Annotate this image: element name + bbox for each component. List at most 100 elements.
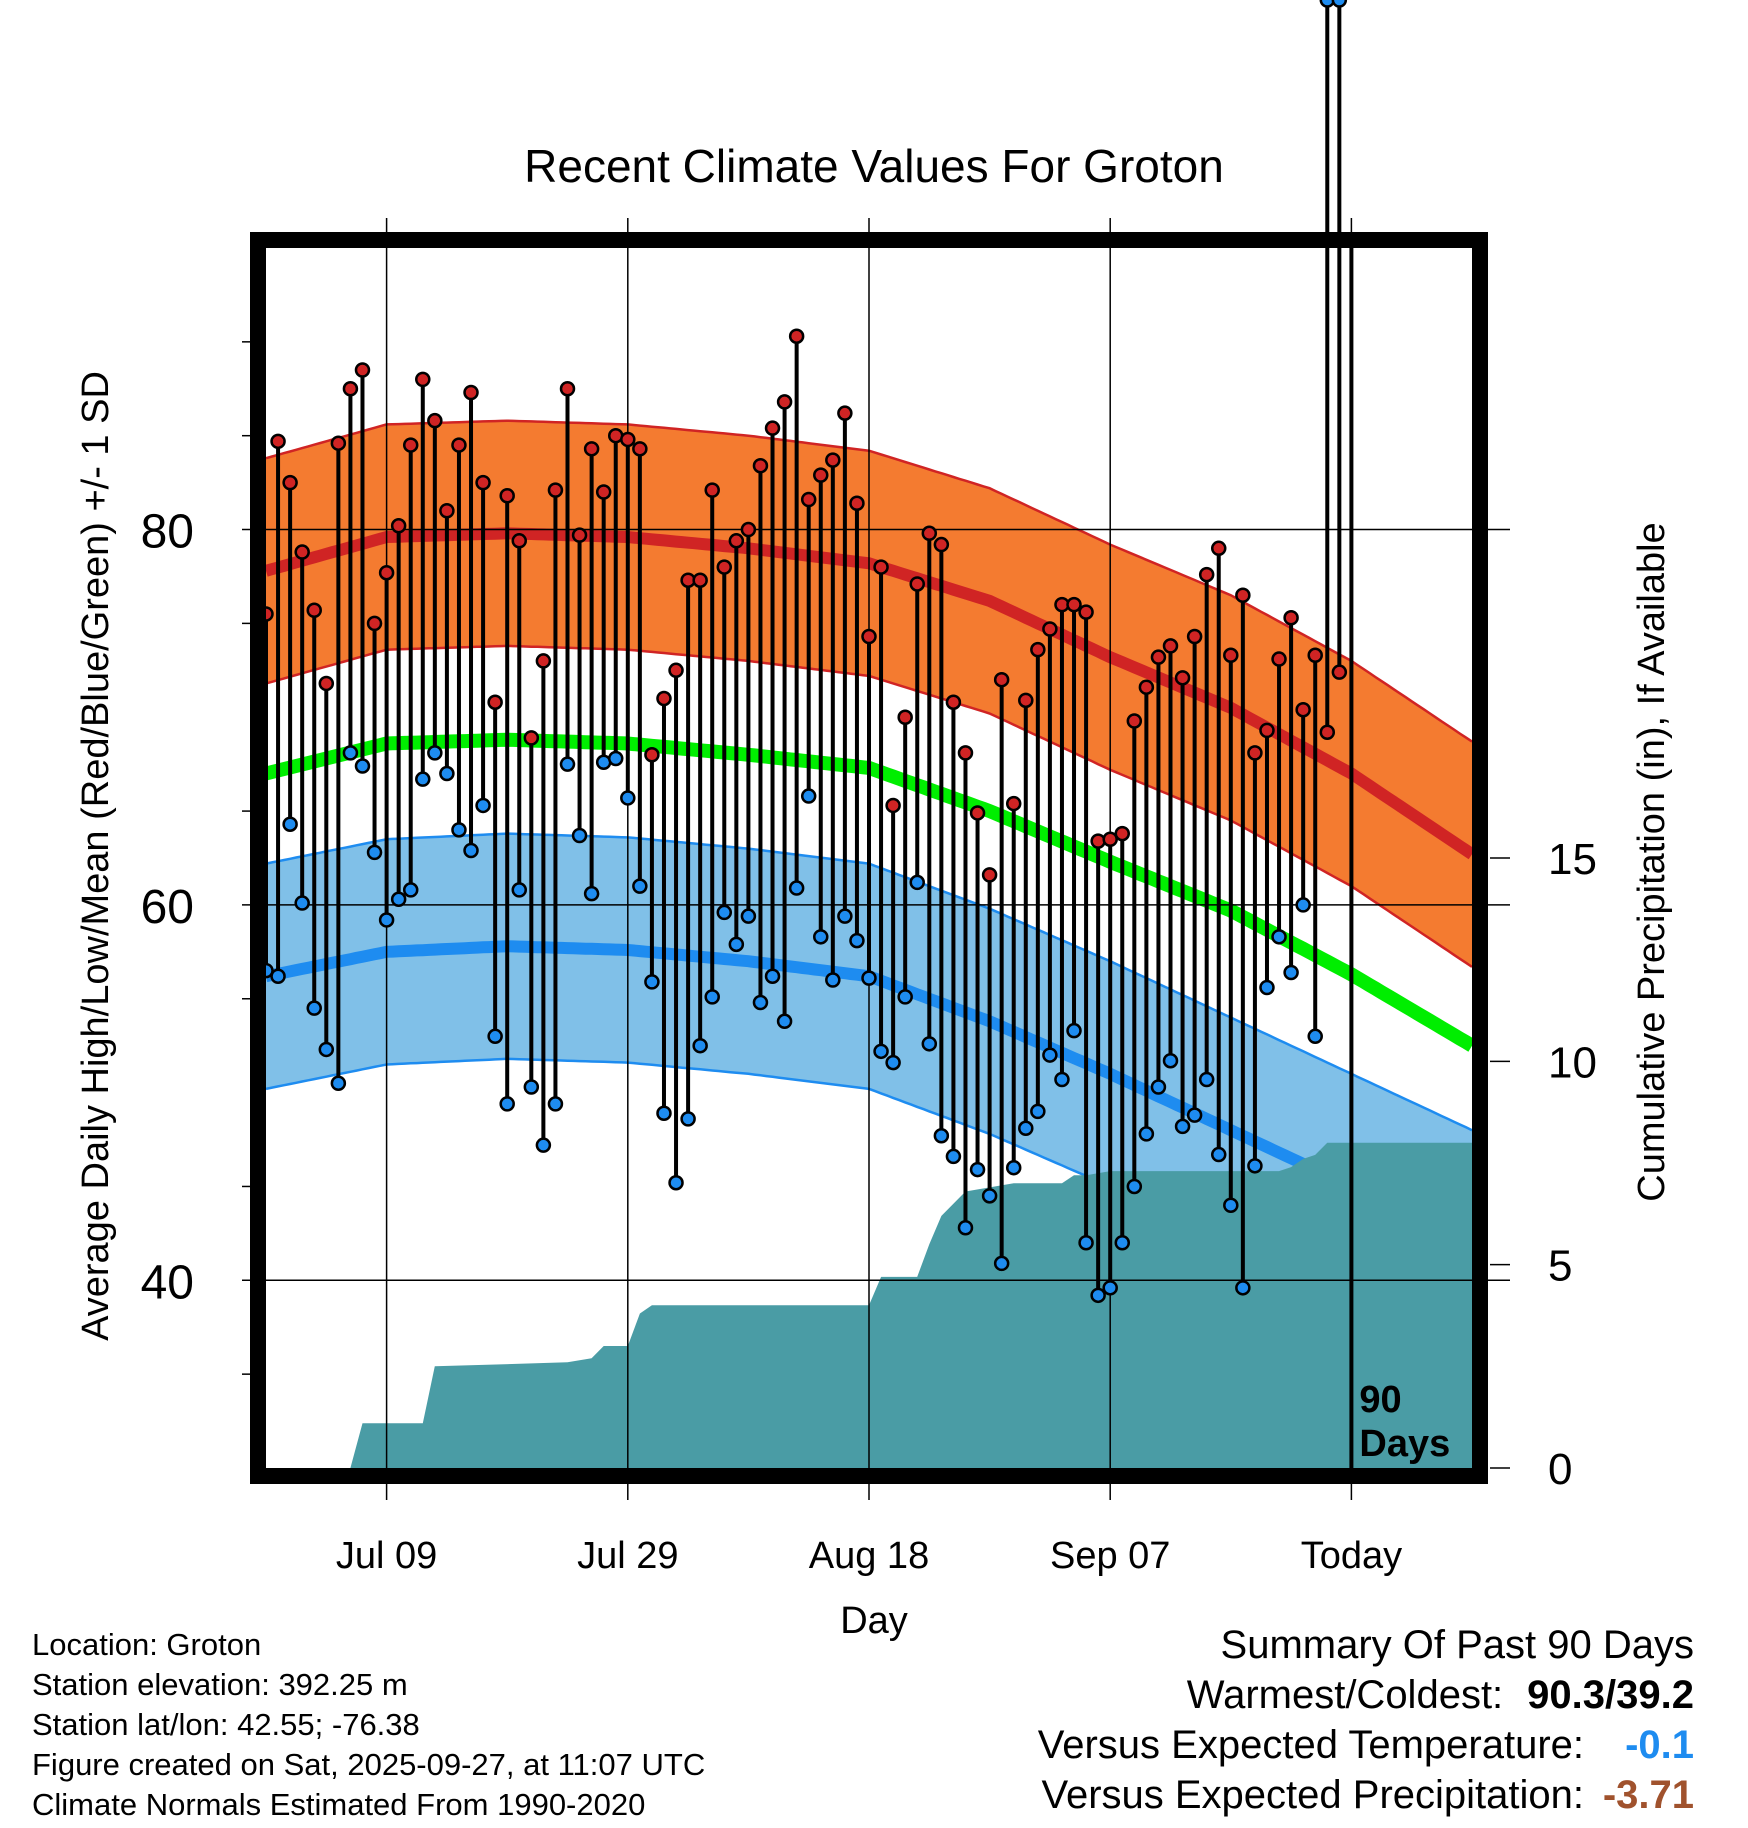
daily-high-point [1186,628,1203,645]
daily-low-point [427,745,443,761]
daily-low-point [390,891,407,908]
x-tick-label: Sep 07 [1050,1535,1170,1577]
daily-high-point [957,745,974,761]
daily-low-point [680,1111,696,1127]
daily-high-point [692,572,708,588]
daily-low-point [547,1096,564,1112]
daily-high-point [511,533,528,549]
daily-high-point [523,730,540,746]
daily-low-point [1102,1280,1118,1296]
daily-high-point [1174,670,1191,686]
daily-high-point [475,474,491,491]
daily-high-point [294,544,310,560]
daily-high-point [1259,722,1275,739]
daily-high-point [885,797,901,814]
daily-low-point [1174,1118,1191,1135]
daily-low-point [981,1188,998,1204]
daily-high-point [427,412,443,429]
daily-low-point [511,882,528,898]
daily-high-point [342,381,359,397]
daily-low-point [933,1128,950,1144]
daily-low-point [656,1105,672,1122]
daily-low-point [1054,1071,1070,1088]
daily-low-point [752,994,769,1011]
daily-low-point [1186,1107,1203,1123]
daily-high-point [390,518,407,534]
daily-low-point [1331,0,1348,8]
daily-low-point [1223,1197,1239,1213]
daily-high-point [1295,701,1311,718]
daily-low-point [463,842,479,859]
daily-high-point [873,559,889,575]
x-tick-label: Aug 18 [809,1535,929,1577]
daily-low-point [487,1028,503,1045]
daily-high-point [632,441,648,457]
daily-high-point [595,484,612,500]
daily-high-point [415,371,431,388]
latlon-text: Station lat/lon: 42.55; -76.38 [32,1707,420,1742]
plot-frame [250,232,1488,1484]
normals-text: Climate Normals Estimated From 1990-2020 [32,1787,646,1822]
temp-value: -0.1 [1625,1723,1694,1767]
chart-title: Recent Climate Values For Groton [524,140,1224,192]
warm-cold-label: Warmest/Coldest: [1186,1673,1504,1717]
daily-high-point [837,405,853,421]
created-text: Figure created on Sat, 2025-09-27, at 11… [32,1747,706,1782]
daily-high-point [752,457,769,474]
daily-high-point [620,431,636,448]
daily-low-point [499,1096,515,1112]
daily-low-point [1078,1235,1094,1251]
daily-low-point [837,908,853,924]
daily-low-point [800,788,817,804]
x-tick-label: Today [1301,1535,1402,1577]
daily-high-point [861,628,877,645]
daily-low-point [716,904,733,921]
daily-high-point [764,420,781,436]
daily-low-point [439,765,455,782]
y-tick-label: 80 [141,506,194,559]
daily-high-point [1162,638,1179,654]
daily-high-point [704,482,720,498]
daily-low-point [378,912,395,928]
daily-high-point [1066,596,1082,613]
daily-high-point [993,671,1010,688]
daily-high-point [1271,651,1287,667]
daily-low-point [1283,964,1299,981]
daily-low-point [451,822,467,838]
daily-low-point [607,750,624,767]
today-marker-label: 90 Days [1359,1379,1450,1465]
daily-high-point [535,653,552,669]
daily-high-point [571,527,588,543]
daily-low-point [330,1075,347,1091]
y2-tick-label: 0 [1548,1445,1572,1494]
precip-value: -3.71 [1602,1773,1694,1817]
daily-high-point [499,488,515,504]
daily-high-point [945,694,962,710]
daily-high-point [366,615,383,632]
daily-low-point [1198,1071,1215,1088]
daily-high-point [825,452,841,468]
daily-low-point [270,968,286,984]
daily-high-point [451,437,467,453]
daily-low-point [668,1174,684,1191]
daily-low-point [1162,1052,1179,1069]
daily-high-point [439,503,455,519]
daily-low-point [523,1079,540,1095]
daily-high-point [1307,647,1323,664]
daily-low-point [692,1037,708,1054]
daily-low-point [1295,897,1311,913]
daily-low-point [535,1137,552,1153]
daily-low-point [644,974,660,990]
daily-low-point [861,970,877,986]
y2-tick-label: 15 [1548,835,1597,884]
daily-low-point [1259,979,1275,996]
daily-low-point [1150,1079,1167,1095]
daily-low-point [1066,1022,1082,1039]
daily-low-point [294,895,310,911]
daily-high-point [1102,831,1118,847]
x-axis-label: Day [840,1600,908,1642]
low-sd-band [266,833,1472,1356]
daily-high-point [981,867,998,883]
daily-low-point [957,1220,974,1236]
daily-low-point [1005,1159,1022,1176]
